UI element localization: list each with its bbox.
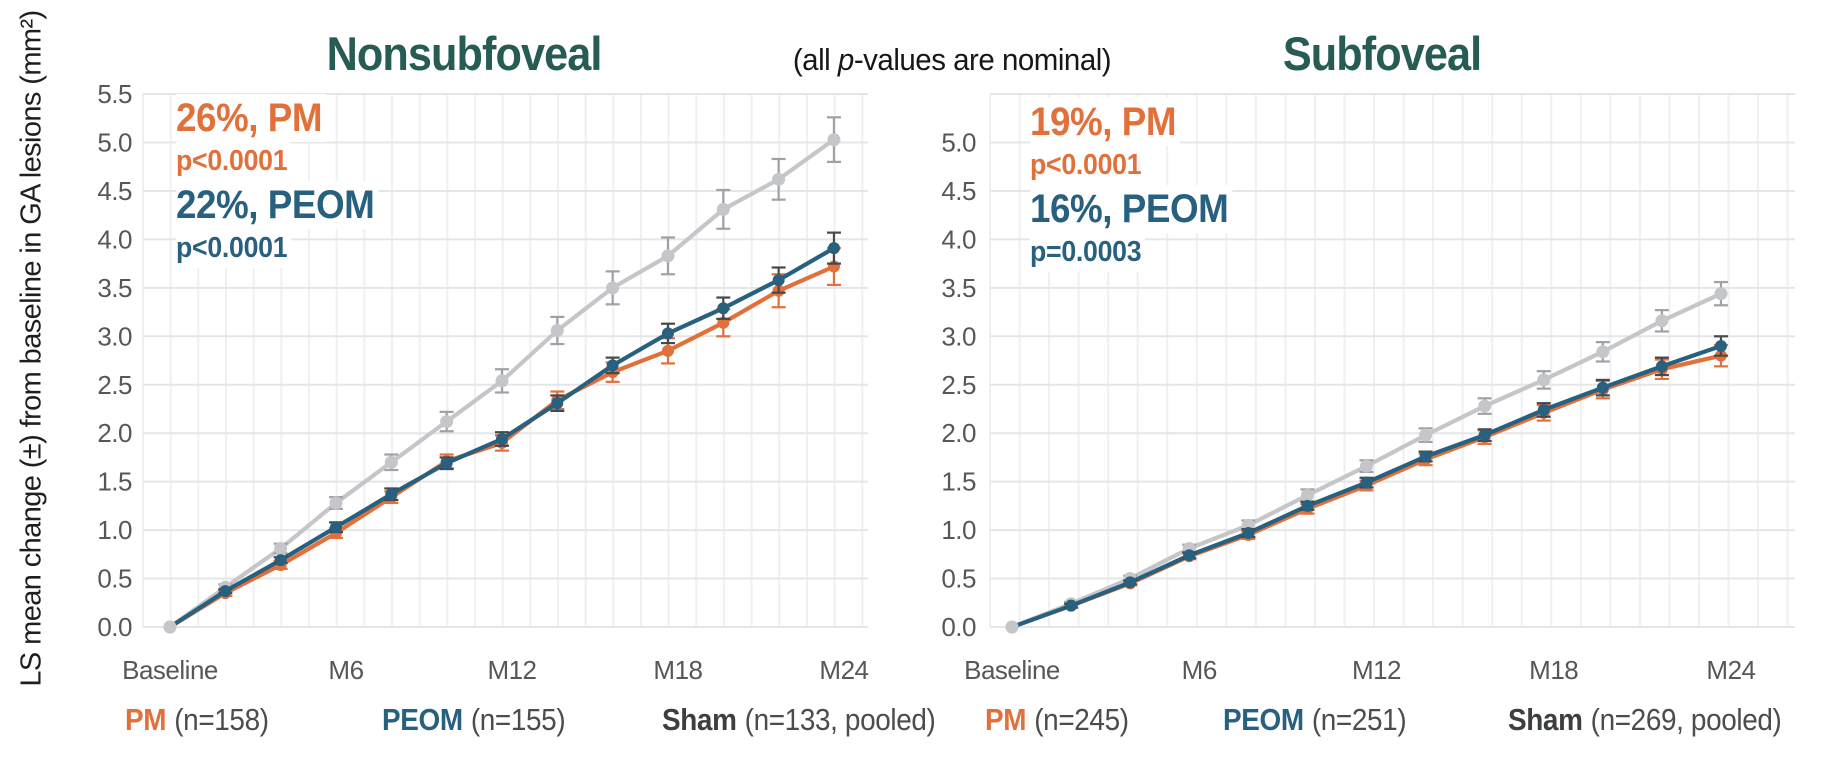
chart-title-subfoveal: Subfoveal (1273, 26, 1491, 81)
legend-count: (n=269, pooled) (1590, 702, 1782, 737)
svg-text:0.0: 0.0 (97, 612, 132, 642)
svg-text:M6: M6 (328, 655, 363, 685)
legend-label: PM (985, 702, 1027, 737)
svg-text:3.0: 3.0 (941, 321, 976, 351)
svg-text:1.0: 1.0 (97, 515, 132, 545)
svg-text:M12: M12 (1352, 655, 1401, 685)
pvalues-note: (all p-values are nominal) (792, 42, 1112, 78)
annotation-pm-percent: 19%, PM (1030, 98, 1180, 146)
svg-text:M6: M6 (1182, 655, 1217, 685)
baseline-point (163, 620, 177, 634)
markers-sham (1005, 287, 1728, 634)
svg-text:0.5: 0.5 (941, 564, 976, 594)
svg-text:1.5: 1.5 (97, 467, 132, 497)
svg-text:3.5: 3.5 (941, 273, 976, 303)
y-axis-tick-labels: 0.0 0.5 1.0 1.5 2.0 2.5 3.0 3.5 4.0 4.5 5.0 (941, 128, 976, 643)
legend-label: PEOM (1223, 702, 1304, 737)
legend-label: PEOM (382, 702, 463, 737)
x-axis-tick-labels: Baseline M6 M12 M18 M24 (122, 655, 869, 685)
svg-text:1.0: 1.0 (941, 515, 976, 545)
y-axis-tick-labels: 0.0 0.5 1.0 1.5 2.0 2.5 3.0 3.5 4.0 4.5 5.0 5.5 (97, 79, 132, 642)
series-sham (163, 116, 841, 634)
svg-text:M18: M18 (1529, 655, 1578, 685)
legend-count: (n=155) (470, 702, 566, 737)
svg-text:4.5: 4.5 (97, 176, 132, 206)
annotation-pm-pvalue: p<0.0001 (1030, 146, 1145, 185)
svg-text:M12: M12 (487, 655, 536, 685)
legend-count: (n=133, pooled) (744, 702, 936, 737)
svg-text:2.0: 2.0 (941, 418, 976, 448)
svg-text:4.5: 4.5 (941, 176, 976, 206)
svg-text:5.5: 5.5 (97, 79, 132, 109)
annotation-peom-percent: 22%, PEOM (176, 181, 379, 229)
annotation-block-nonsubfoveal: 26%, PM p<0.0001 22%, PEOM p<0.0001 (176, 94, 379, 268)
pvalues-note-suffix: -values are nominal) (853, 42, 1112, 77)
markers-peom (1006, 339, 1727, 633)
annotation-peom-pvalue: p<0.0001 (176, 229, 291, 268)
series-peom (1006, 335, 1728, 633)
legend-count: (n=245) (1034, 702, 1129, 737)
chart-title-nonsubfoveal: Nonsubfoveal (317, 26, 611, 81)
legend-item-peom-subfoveal: PEOM (n=251) (1223, 702, 1407, 738)
annotation-pm-percent: 26%, PM (176, 94, 326, 142)
pvalues-note-prefix: (all (792, 42, 838, 77)
series-sham (1005, 280, 1728, 634)
legend-label: Sham (662, 702, 737, 737)
svg-text:4.0: 4.0 (97, 224, 132, 254)
svg-text:M24: M24 (819, 655, 868, 685)
svg-text:2.5: 2.5 (941, 370, 976, 400)
svg-text:3.0: 3.0 (97, 321, 132, 351)
legend-item-peom-nonsubfoveal: PEOM (n=155) (382, 702, 566, 738)
legend-item-sham-nonsubfoveal: Sham (n=133, pooled) (662, 702, 936, 738)
legend-label: Sham (1508, 702, 1583, 737)
svg-text:Baseline: Baseline (122, 655, 218, 685)
annotation-block-subfoveal: 19%, PM p<0.0001 16%, PEOM p=0.0003 (1030, 98, 1233, 272)
legend-item-pm-subfoveal: PM (n=245) (985, 702, 1129, 738)
svg-text:1.5: 1.5 (941, 467, 976, 497)
error-bars-sham (1064, 280, 1728, 607)
markers-sham (163, 133, 841, 634)
annotation-pm-pvalue: p<0.0001 (176, 142, 291, 181)
y-axis-title: LS mean change (±) from baseline in GA l… (15, 10, 48, 687)
legend-item-sham-subfoveal: Sham (n=269, pooled) (1508, 702, 1782, 738)
svg-text:Baseline: Baseline (964, 655, 1060, 685)
svg-text:5.0: 5.0 (97, 128, 132, 158)
svg-text:2.0: 2.0 (97, 418, 132, 448)
svg-text:4.0: 4.0 (941, 224, 976, 254)
svg-text:0.0: 0.0 (941, 612, 976, 642)
svg-text:M18: M18 (653, 655, 702, 685)
annotation-peom-percent: 16%, PEOM (1030, 185, 1233, 233)
legend-label: PM (125, 702, 167, 737)
pvalues-note-italic-p: p (837, 42, 854, 77)
svg-text:0.5: 0.5 (97, 564, 132, 594)
legend-count: (n=251) (1311, 702, 1407, 737)
svg-text:M24: M24 (1706, 655, 1755, 685)
svg-text:2.5: 2.5 (97, 370, 132, 400)
annotation-peom-pvalue: p=0.0003 (1030, 233, 1145, 272)
legend-count: (n=158) (174, 702, 269, 737)
svg-text:5.0: 5.0 (941, 128, 976, 158)
x-axis-tick-labels: Baseline M6 M12 M18 M24 (964, 655, 1756, 685)
legend-item-pm-nonsubfoveal: PM (n=158) (125, 702, 269, 738)
svg-text:3.5: 3.5 (97, 273, 132, 303)
baseline-point (1005, 620, 1019, 634)
